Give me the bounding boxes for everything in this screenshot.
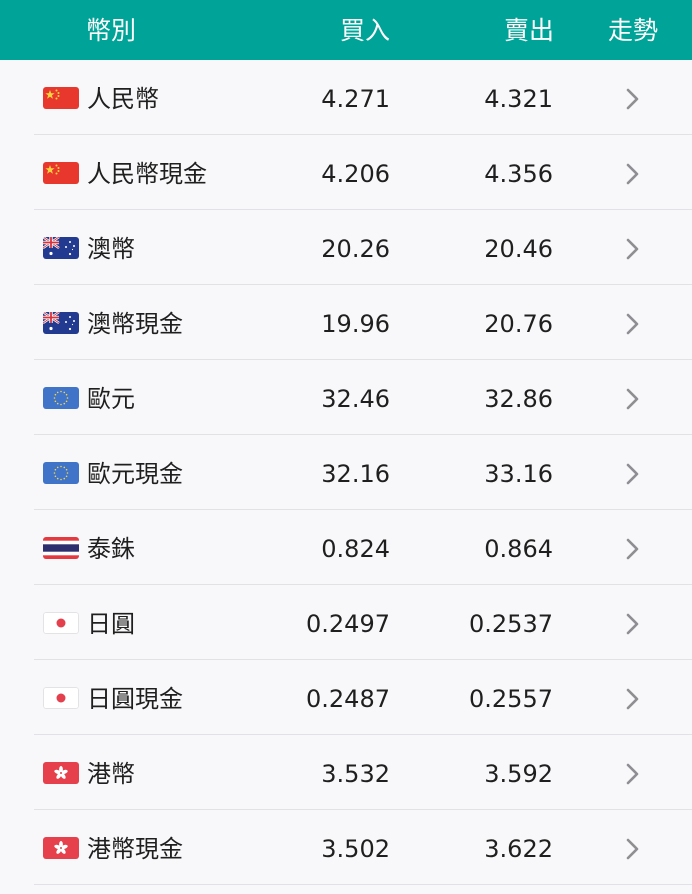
chevron-right-icon[interactable]: [624, 461, 642, 487]
buy-rate: 3.532: [321, 760, 390, 788]
table-row[interactable]: 澳幣 20.26 20.46: [0, 210, 692, 285]
chevron-right-icon[interactable]: [624, 761, 642, 787]
currency-name: 港幣現金: [87, 835, 183, 863]
table-row[interactable]: 歐元 32.46 32.86: [0, 360, 692, 435]
currency-name: 澳幣現金: [87, 310, 183, 338]
chevron-right-icon[interactable]: [624, 311, 642, 337]
sell-rate: 3.622: [484, 835, 553, 863]
table-row[interactable]: 泰銖 0.824 0.864: [0, 510, 692, 585]
table-row[interactable]: 日圓現金 0.2487 0.2557: [0, 660, 692, 735]
eu-flag-icon: [43, 462, 79, 484]
chevron-right-icon[interactable]: [624, 86, 642, 112]
chevron-right-icon[interactable]: [624, 236, 642, 262]
chevron-right-icon[interactable]: [624, 386, 642, 412]
china-flag-icon: [43, 162, 79, 184]
japan-flag-icon: [43, 687, 79, 709]
chevron-right-icon[interactable]: [624, 611, 642, 637]
sell-rate: 0.2557: [469, 685, 553, 713]
buy-rate: 19.96: [321, 310, 390, 338]
chevron-right-icon[interactable]: [624, 161, 642, 187]
thailand-flag-icon: [43, 537, 79, 559]
buy-rate: 0.824: [321, 535, 390, 563]
currency-name: 歐元: [87, 385, 135, 413]
table-row[interactable]: 日圓 0.2497 0.2537: [0, 585, 692, 660]
exchange-rate-list: 人民幣 4.271 4.321 人民幣現金 4.206 4.356 澳幣 20.…: [0, 60, 692, 885]
table-row[interactable]: 港幣 3.532 3.592: [0, 735, 692, 810]
sell-rate: 4.321: [484, 85, 553, 113]
buy-rate: 20.26: [321, 235, 390, 263]
table-row[interactable]: 人民幣現金 4.206 4.356: [0, 135, 692, 210]
table-row[interactable]: 澳幣現金 19.96 20.76: [0, 285, 692, 360]
table-row[interactable]: 港幣現金 3.502 3.622: [0, 810, 692, 885]
currency-name: 日圓現金: [87, 685, 183, 713]
buy-rate: 4.271: [321, 85, 390, 113]
chevron-right-icon[interactable]: [624, 686, 642, 712]
eu-flag-icon: [43, 387, 79, 409]
buy-rate: 0.2497: [306, 610, 390, 638]
sell-rate: 20.46: [484, 235, 553, 263]
sell-rate: 0.2537: [469, 610, 553, 638]
china-flag-icon: [43, 87, 79, 109]
hong-kong-flag-icon: [43, 837, 79, 859]
currency-name: 歐元現金: [87, 460, 183, 488]
table-row[interactable]: 歐元現金 32.16 33.16: [0, 435, 692, 510]
sell-rate: 33.16: [484, 460, 553, 488]
sell-rate: 3.592: [484, 760, 553, 788]
table-header: 幣別 買入 賣出 走勢: [0, 0, 692, 60]
column-header-sell: 賣出: [503, 16, 554, 45]
sell-rate: 20.76: [484, 310, 553, 338]
currency-name: 人民幣現金: [87, 160, 207, 188]
sell-rate: 0.864: [484, 535, 553, 563]
currency-name: 泰銖: [87, 535, 135, 563]
column-header-buy: 買入: [339, 16, 390, 45]
japan-flag-icon: [43, 612, 79, 634]
chevron-right-icon[interactable]: [624, 836, 642, 862]
australia-flag-icon: [43, 237, 79, 259]
sell-rate: 4.356: [484, 160, 553, 188]
buy-rate: 32.46: [321, 385, 390, 413]
currency-name: 澳幣: [87, 235, 135, 263]
buy-rate: 3.502: [321, 835, 390, 863]
hong-kong-flag-icon: [43, 762, 79, 784]
currency-name: 港幣: [87, 760, 135, 788]
chevron-right-icon[interactable]: [624, 536, 642, 562]
buy-rate: 4.206: [321, 160, 390, 188]
australia-flag-icon: [43, 312, 79, 334]
column-header-trend: 走勢: [607, 16, 658, 45]
currency-name: 人民幣: [87, 85, 159, 113]
table-row[interactable]: 人民幣 4.271 4.321: [0, 60, 692, 135]
buy-rate: 32.16: [321, 460, 390, 488]
currency-name: 日圓: [87, 610, 135, 638]
sell-rate: 32.86: [484, 385, 553, 413]
buy-rate: 0.2487: [306, 685, 390, 713]
column-header-currency: 幣別: [85, 16, 136, 45]
